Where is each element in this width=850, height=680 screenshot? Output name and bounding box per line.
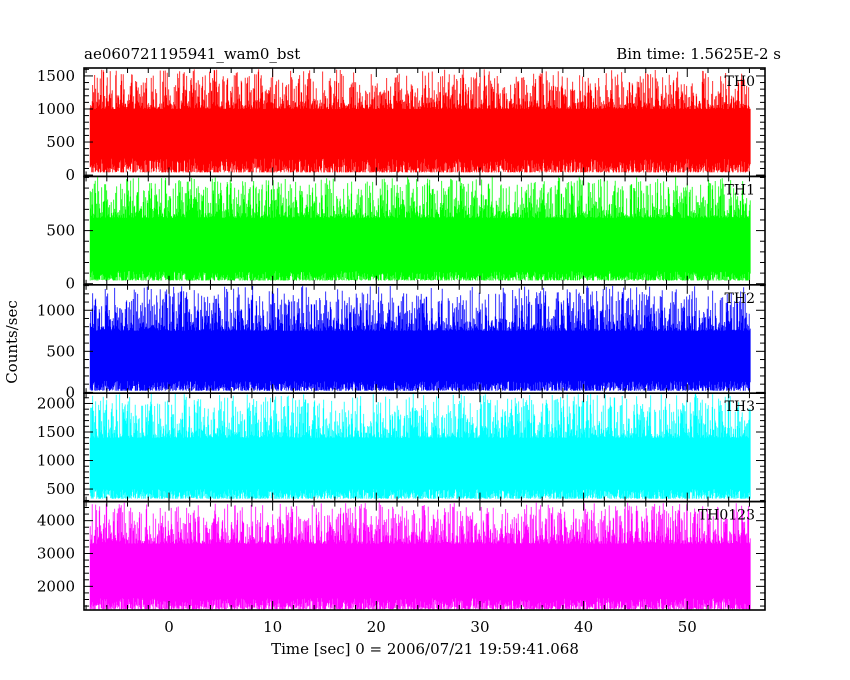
y-tick-label: 0 bbox=[65, 166, 75, 184]
y-axis-label: Counts/sec bbox=[3, 300, 21, 384]
x-axis-label: Time [sec] 0 = 2006/07/21 19:59:41.068 bbox=[271, 640, 579, 658]
panel-label-th1: TH1 bbox=[725, 182, 755, 198]
series-th0-line bbox=[89, 69, 751, 173]
series-th2-line bbox=[89, 285, 751, 391]
panel-th0123: 2000 3000 4000 TH0123 bbox=[37, 500, 766, 611]
y-tick-label: 1000 bbox=[37, 301, 75, 319]
chart-title-left: ae060721195941_wam0_bst bbox=[84, 45, 300, 63]
series-th3-line bbox=[89, 393, 751, 499]
x-tick-label: 20 bbox=[367, 618, 386, 636]
panel-label-th2: TH2 bbox=[725, 291, 755, 307]
x-tick-label: 10 bbox=[263, 618, 282, 636]
y-tick-label: 4000 bbox=[37, 512, 75, 530]
y-tick-label: 1000 bbox=[37, 100, 75, 118]
chart-title-right: Bin time: 1.5625E-2 s bbox=[616, 45, 781, 63]
panel-th1: 0 500 TH1 bbox=[46, 175, 766, 293]
x-tick-label: 0 bbox=[164, 618, 174, 636]
y-tick-label: 0 bbox=[65, 383, 75, 401]
y-tick-label: 3000 bbox=[37, 545, 75, 563]
y-tick-label: 1000 bbox=[37, 452, 75, 470]
series-th1-line bbox=[89, 177, 751, 281]
panel-th0: 0 500 1000 1500 TH0 bbox=[37, 67, 766, 184]
y-tick-label: 0 bbox=[65, 275, 75, 293]
y-tick-label: 500 bbox=[46, 133, 75, 151]
panel-th2: 0 500 1000 TH2 bbox=[37, 283, 766, 401]
panel-label-th0123: TH0123 bbox=[698, 508, 755, 524]
y-tick-label: 1500 bbox=[37, 423, 75, 441]
panel-label-th0: TH0 bbox=[725, 74, 755, 90]
y-tick-label: 500 bbox=[46, 342, 75, 360]
y-tick-label: 2000 bbox=[37, 577, 75, 595]
x-tick-label: 30 bbox=[470, 618, 489, 636]
y-tick-label: 500 bbox=[46, 222, 75, 240]
y-tick-label: 500 bbox=[46, 480, 75, 498]
panel-label-th3: TH3 bbox=[725, 399, 755, 415]
y-tick-label: 1500 bbox=[37, 67, 75, 85]
panel-th3: 500 1000 1500 2000 TH3 bbox=[37, 392, 766, 503]
series-th0123-line bbox=[89, 502, 751, 610]
x-tick-label: 50 bbox=[678, 618, 697, 636]
x-tick-label: 40 bbox=[574, 618, 593, 636]
y-tick-label: 2000 bbox=[37, 394, 75, 412]
panel-frame bbox=[83, 500, 766, 611]
